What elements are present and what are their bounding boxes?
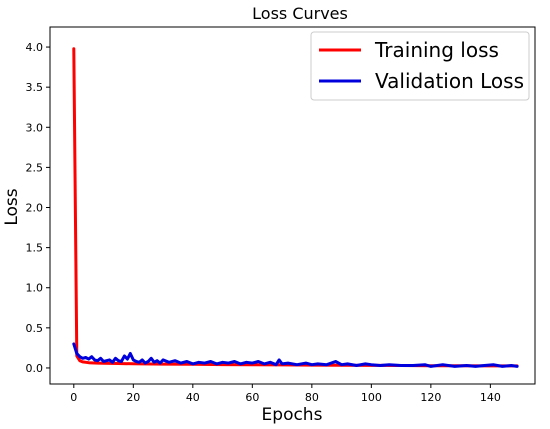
y-tick-label: 1.5: [26, 242, 44, 255]
legend-label: Training loss: [374, 38, 499, 62]
x-tick-label: 40: [186, 391, 200, 404]
y-tick-label: 4.0: [26, 41, 44, 54]
y-tick-label: 3.5: [26, 81, 44, 94]
series-layer: [72, 47, 519, 368]
y-tick-label: 1.0: [26, 282, 44, 295]
legend-label: Validation Loss: [375, 69, 524, 93]
y-tick-label: 3.0: [26, 121, 44, 134]
x-axis: 0 20 40 60 80 100 120 140: [70, 384, 501, 404]
y-tick-label: 2.0: [26, 202, 44, 215]
x-tick-label: 140: [480, 391, 501, 404]
series-line-validation-loss: [72, 342, 519, 368]
plot-frame: [49, 26, 536, 385]
x-tick-label: 120: [420, 391, 441, 404]
x-tick-label: 80: [305, 391, 319, 404]
legend: Training loss Validation Loss: [310, 31, 530, 101]
x-tick-label: 20: [126, 391, 140, 404]
x-tick-label: 100: [361, 391, 382, 404]
chart-title: Loss Curves: [252, 4, 348, 23]
legend-box: [310, 31, 530, 101]
y-axis-title: Loss: [2, 188, 22, 225]
x-tick-label: 0: [70, 391, 77, 404]
plot-area: [49, 26, 536, 385]
y-tick-label: 2.5: [26, 161, 44, 174]
x-tick-label: 60: [245, 391, 259, 404]
y-tick-label: 0.5: [26, 322, 44, 335]
x-axis-title: Epochs: [262, 405, 323, 425]
y-axis: 0.0 0.5 1.0 1.5 2.0 2.5 3.0 3.5 4.0: [26, 41, 50, 375]
y-tick-label: 0.0: [26, 362, 44, 375]
